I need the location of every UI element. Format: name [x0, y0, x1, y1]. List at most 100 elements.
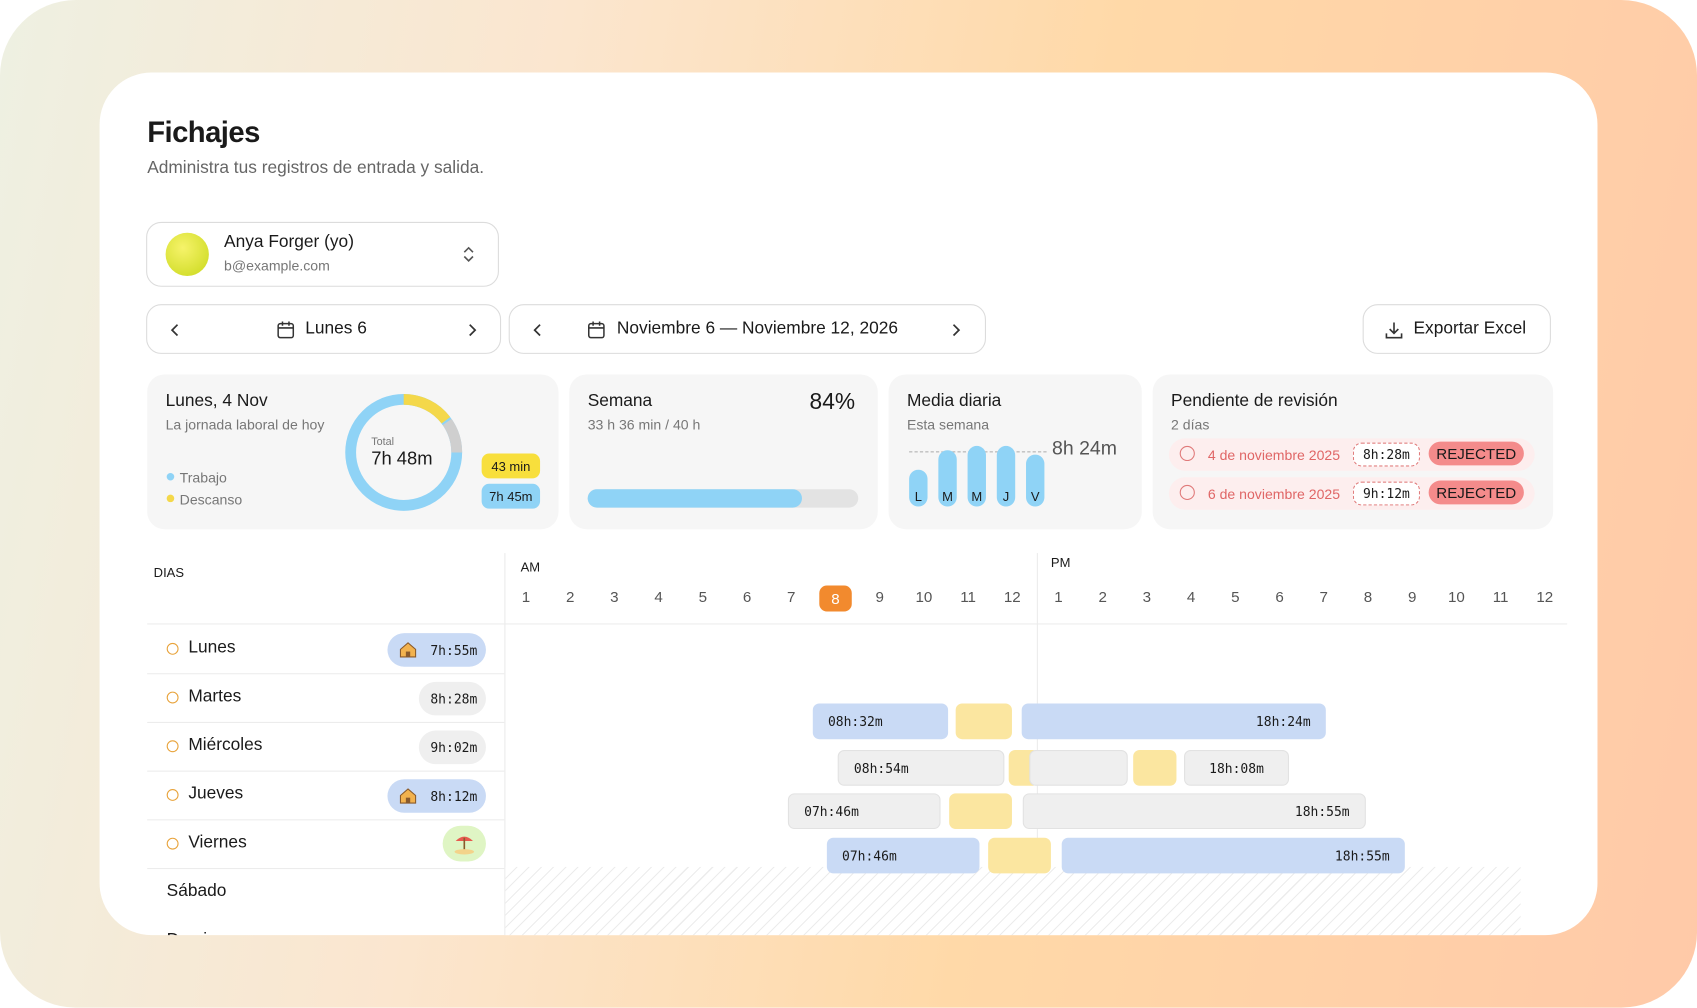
day-bar: L — [909, 469, 928, 507]
prev-week[interactable] — [531, 321, 544, 338]
day-letter: V — [1030, 489, 1040, 505]
hour-label: 12 — [1536, 587, 1554, 606]
calendar-icon — [277, 321, 295, 339]
hour-label: 11 — [1492, 587, 1509, 606]
status-badge: REJECTED — [1428, 441, 1524, 466]
donut-chart — [345, 393, 463, 511]
day-letter: L — [914, 489, 922, 505]
vacation-badge — [442, 825, 486, 862]
row-rule — [147, 770, 505, 772]
card-subtitle: La jornada laboral de hoy — [165, 416, 325, 433]
legend-dot — [166, 472, 175, 481]
hour-label: 10 — [915, 587, 933, 606]
status-dot — [166, 837, 179, 850]
legend-dot — [166, 494, 175, 503]
day-name: Viernes — [188, 833, 247, 852]
time-segment: 18h:55m — [1061, 837, 1405, 874]
week-percent: 84% — [809, 389, 856, 415]
legend-label: Descanso — [179, 491, 243, 508]
day-letter: M — [971, 489, 983, 505]
break-badge: 43 min — [481, 453, 541, 479]
card-title: Pendiente de revisión — [1171, 391, 1338, 411]
time-segment — [1029, 750, 1128, 786]
export-button[interactable]: Exportar Excel — [1362, 304, 1551, 354]
pm-label: PM — [1050, 555, 1071, 571]
weekend-hatch — [505, 866, 1521, 936]
pending-item: 4 de noviembre 2025 8h:28m REJECTED — [1168, 438, 1535, 471]
card-subtitle: Esta semana — [906, 416, 990, 433]
user-avatar — [165, 232, 209, 276]
next-day[interactable] — [465, 321, 478, 338]
calendar-icon — [588, 321, 605, 339]
next-week[interactable] — [949, 321, 962, 338]
time-segment: 18h:24m — [1021, 703, 1326, 740]
hour-label: 1 — [521, 587, 531, 606]
hour-label: 2 — [565, 587, 575, 606]
hour-label: 3 — [610, 587, 619, 606]
download-icon — [1385, 322, 1403, 339]
am-label: AM — [520, 559, 541, 575]
hour-label: 5 — [698, 587, 708, 606]
user-selector[interactable]: Anya Forger (yo) b@example.com — [146, 221, 499, 287]
day-bar: V — [1026, 454, 1045, 507]
hour-label: 4 — [1186, 587, 1196, 606]
page-subtitle: Administra tus registros de entrada y sa… — [147, 159, 485, 178]
card-title: Semana — [587, 391, 653, 411]
row-rule — [147, 868, 505, 870]
time-segment: 08h:32m — [812, 703, 949, 740]
day-name: Martes — [188, 687, 242, 706]
hour-label: 8 — [1363, 587, 1373, 606]
work-badge: 7h 45m — [481, 483, 541, 509]
daily-card: Media diaria Esta semana 8h 24m L M M J V — [888, 374, 1142, 530]
user-email: b@example.com — [224, 257, 330, 274]
total-label: Total — [371, 436, 395, 449]
pending-card: Pendiente de revisión 2 días 4 de noviem… — [1152, 374, 1554, 530]
main-card: Fichajes Administra tus registros de ent… — [99, 72, 1598, 936]
pending-date: 4 de noviembre 2025 — [1207, 446, 1341, 464]
page-title: Fichajes — [147, 115, 260, 149]
prev-day[interactable] — [169, 321, 182, 338]
hour-label: 7 — [1319, 587, 1328, 606]
total-value: 7h 48m — [371, 448, 433, 469]
time-segment: 18h:08m — [1184, 750, 1290, 786]
day-letter: J — [1002, 489, 1010, 505]
timeline: DIAS AM PM 1 2 3 4 5 6 7 8 9 10 11 12 1 2 3 4 5 6 7 8 9 10 11 12 Lu… — [100, 549, 1598, 936]
house — [399, 642, 417, 658]
card-subtitle: 33 h 36 min / 40 h — [587, 416, 701, 433]
break-arc — [345, 393, 463, 511]
house — [399, 788, 417, 804]
pending-item: 6 de noviembre 2025 9h:12m REJECTED — [1168, 477, 1535, 510]
card-title: Media diaria — [906, 391, 1002, 411]
card-subtitle: 2 días — [1171, 416, 1210, 433]
day-name: Miércoles — [188, 735, 263, 755]
time-segment: 08h:54m — [837, 750, 1005, 786]
header-rule — [147, 623, 1568, 625]
legend-label: Trabajo — [179, 469, 227, 486]
hour-label: 7 — [787, 587, 796, 606]
status-dot — [166, 642, 179, 655]
hour-label: 12 — [1003, 587, 1021, 606]
hour-label: 8 — [819, 585, 852, 612]
beach-icon — [454, 836, 475, 855]
days-header: DIAS — [153, 564, 185, 581]
warning-icon — [1179, 445, 1195, 462]
hour-label: 2 — [1098, 587, 1107, 606]
hour-label: 9 — [875, 587, 884, 606]
hour-label: 6 — [1275, 587, 1284, 606]
average-value: 8h 24m — [1051, 437, 1117, 459]
chevron-updown — [463, 246, 474, 262]
pending-hours: 8h:28m — [1352, 442, 1420, 467]
day-letter: M — [942, 489, 953, 505]
hour-label: 11 — [960, 587, 976, 606]
pending-date: 6 de noviembre 2025 — [1207, 485, 1341, 503]
day-name: Jueves — [188, 784, 244, 804]
hour-label: 3 — [1142, 587, 1152, 606]
export-label: Exportar Excel — [1413, 319, 1527, 338]
pending-hours: 9h:12m — [1352, 481, 1420, 506]
week-nav: Noviembre 6 — Noviembre 12, 2026 — [508, 304, 986, 354]
user-name: Anya Forger (yo) — [224, 232, 354, 252]
status-dot — [166, 740, 179, 753]
home-icon — [398, 787, 417, 804]
row-rule — [147, 673, 505, 675]
